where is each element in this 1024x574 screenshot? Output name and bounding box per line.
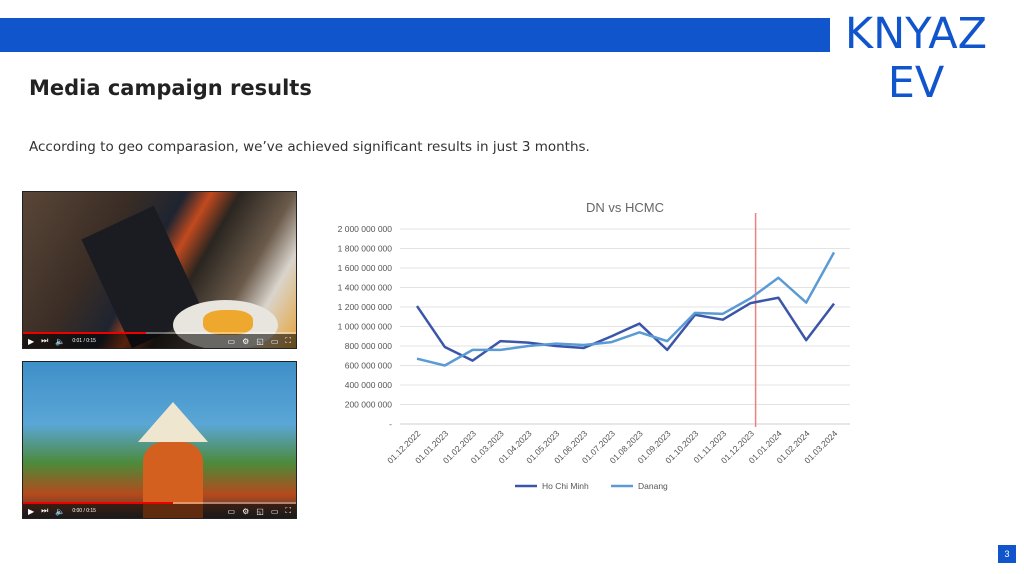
miniplayer-icon[interactable]: ◱ xyxy=(256,336,264,346)
play-icon[interactable]: ▶ xyxy=(28,336,35,346)
video-time: 0:01 / 0:15 xyxy=(72,338,96,344)
y-tick-label: 2 000 000 000 xyxy=(338,224,393,234)
video-progress-1[interactable] xyxy=(23,332,296,334)
video-controls-2: ▶ ⏭ 🔈 0:00 / 0:15 ▭ ⚙ ◱ ▭ ⛶ xyxy=(23,504,296,518)
logo-line2: EV xyxy=(887,58,945,108)
fullscreen-icon[interactable]: ⛶ xyxy=(285,506,291,515)
fullscreen-icon[interactable]: ⛶ xyxy=(285,336,291,345)
video-progress-2[interactable] xyxy=(23,502,296,504)
y-tick-label: 600 000 000 xyxy=(345,361,393,371)
video-player-2[interactable]: ▶ ⏭ 🔈 0:00 / 0:15 ▭ ⚙ ◱ ▭ ⛶ xyxy=(22,361,297,519)
y-tick-label: 800 000 000 xyxy=(345,341,393,351)
next-icon[interactable]: ⏭ xyxy=(41,506,49,515)
page-number: 3 xyxy=(998,545,1016,563)
video-time: 0:00 / 0:15 xyxy=(72,508,96,514)
video-controls-1: ▶ ⏭ 🔈 0:01 / 0:15 ▭ ⚙ ◱ ▭ ⛶ xyxy=(23,334,296,348)
captions-icon[interactable]: ▭ xyxy=(227,336,236,346)
legend-label: Ho Chi Minh xyxy=(542,481,589,491)
settings-icon[interactable]: ⚙ xyxy=(242,506,250,516)
miniplayer-icon[interactable]: ◱ xyxy=(256,506,264,516)
page-subtitle: According to geo comparasion, we’ve achi… xyxy=(29,139,590,155)
settings-icon[interactable]: ⚙ xyxy=(242,336,250,346)
chart-title: DN vs HCMC xyxy=(586,200,664,215)
y-tick-label: 1 600 000 000 xyxy=(338,263,393,273)
series-line-danang xyxy=(416,251,836,367)
line-chart: DN vs HCMC - 200 000 000 400 000 000 600 000… xyxy=(338,200,850,491)
theater-icon[interactable]: ▭ xyxy=(270,506,279,516)
y-tick-label: - xyxy=(389,419,392,429)
video-player-1[interactable]: ▶ ⏭ 🔈 0:01 / 0:15 ▭ ⚙ ◱ ▭ ⛶ xyxy=(22,191,297,349)
y-tick-label: 1 400 000 000 xyxy=(338,283,393,293)
captions-icon[interactable]: ▭ xyxy=(227,506,236,516)
theater-icon[interactable]: ▭ xyxy=(270,336,279,346)
mango xyxy=(203,310,253,335)
volume-icon[interactable]: 🔈 xyxy=(55,506,66,516)
conical-hat xyxy=(138,402,208,442)
legend-label: Danang xyxy=(638,481,668,491)
y-tick-label: 400 000 000 xyxy=(345,380,393,390)
brand-logo: KNYAZ EV xyxy=(836,10,996,108)
page-title: Media campaign results xyxy=(29,76,312,100)
y-tick-label: 1 000 000 000 xyxy=(338,322,393,332)
y-tick-label: 1 800 000 000 xyxy=(338,244,393,254)
play-icon[interactable]: ▶ xyxy=(28,506,35,516)
volume-icon[interactable]: 🔈 xyxy=(55,336,66,346)
logo-line1: KNYAZ xyxy=(844,9,988,59)
header-bar xyxy=(0,18,830,52)
y-tick-label: 1 200 000 000 xyxy=(338,302,393,312)
next-icon[interactable]: ⏭ xyxy=(41,336,49,345)
y-tick-label: 200 000 000 xyxy=(345,400,393,410)
